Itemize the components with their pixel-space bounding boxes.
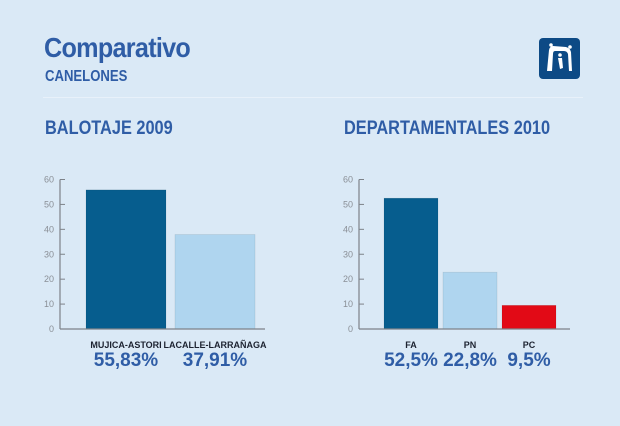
y-tick-label: 40: [343, 224, 353, 234]
y-tick-label: 0: [49, 324, 54, 334]
y-tick-label: 60: [343, 175, 353, 185]
bar-mujica-astori: [85, 189, 167, 330]
y-tick-label: 0: [348, 324, 353, 334]
x-category-label: PN: [464, 340, 477, 350]
chart-title-departamentales: DEPARTAMENTALES 2010: [344, 118, 551, 139]
bar-fa: [383, 197, 439, 330]
y-tick-label: 30: [44, 249, 54, 259]
x-category-label: MUJICA-ASTORI: [90, 340, 161, 350]
y-tick-label: 10: [343, 299, 353, 309]
y-tick-label: 40: [44, 224, 54, 234]
page-subtitle: CANELONES: [45, 68, 128, 85]
y-tick-label: 20: [44, 274, 54, 284]
y-tick-label: 10: [44, 299, 54, 309]
y-tick-label: 20: [343, 274, 353, 284]
bar-pn: [442, 271, 498, 330]
y-tick-label: 60: [44, 175, 54, 185]
value-label: 9,5%: [507, 350, 550, 371]
x-category-label: PC: [523, 340, 536, 350]
y-tick-label: 50: [343, 199, 353, 209]
chart-title-balotaje: BALOTAJE 2009: [45, 118, 173, 139]
header-divider: [43, 97, 583, 98]
value-label: 22,8%: [443, 350, 497, 371]
value-label: 52,5%: [384, 350, 438, 371]
page-title: Comparativo: [44, 32, 191, 63]
value-label: 55,83%: [94, 350, 159, 371]
x-category-label: FA: [405, 340, 417, 350]
bar-pc: [501, 305, 557, 330]
y-tick-label: 30: [343, 249, 353, 259]
y-tick-label: 50: [44, 199, 54, 209]
x-category-label: LACALLE-LARRAÑAGA: [164, 340, 267, 350]
intendencia-canelones-logo-icon: [539, 38, 580, 79]
value-label: 37,91%: [183, 350, 248, 371]
